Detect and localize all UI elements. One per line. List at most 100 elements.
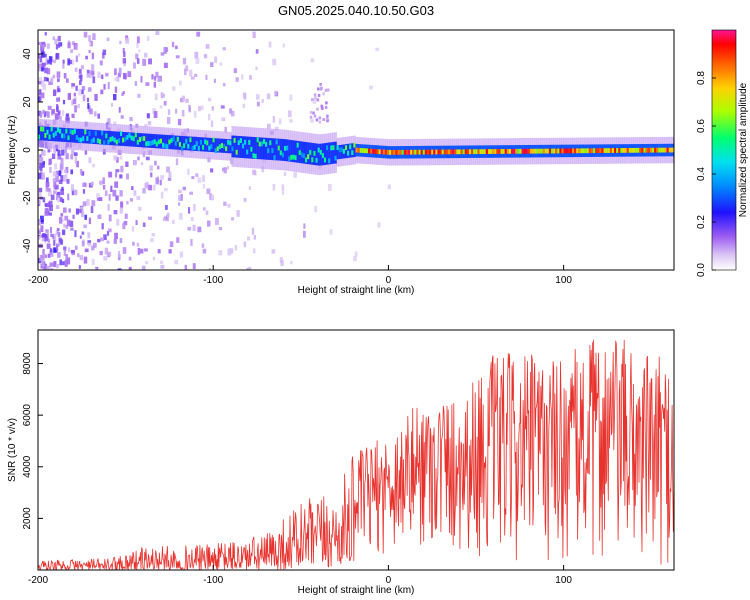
spectrogram-band-cell (410, 149, 413, 155)
spectrogram-signal-band (38, 118, 674, 176)
spectrogram-band-cell (624, 148, 628, 153)
spectrogram-noise-cell (313, 114, 317, 118)
spectrogram-band-cell (201, 137, 205, 152)
spectrogram-noise-cell (140, 248, 144, 254)
spectrogram-noise-cell (97, 238, 101, 243)
spectrogram-noise-cell (113, 210, 118, 215)
spectrogram-noise-cell (98, 197, 103, 202)
spectrogram-noise-cell (44, 254, 48, 258)
spectrogram-noise-cell (81, 269, 84, 270)
spectrogram-noise-cell (222, 82, 226, 87)
spectrogram-noise-cell (87, 232, 91, 239)
spectrogram-band-cell (42, 126, 45, 132)
spectrogram-band-cell (502, 149, 506, 154)
spectrogram-band-cell (544, 148, 548, 154)
spectrogram-noise-cell (274, 126, 279, 131)
spectrogram-noise-cell (147, 184, 151, 191)
spectrogram-noise-cell (77, 253, 80, 258)
spectrogram-band-cell (496, 149, 499, 154)
spectrogram-noise-cell (175, 45, 178, 50)
spectrogram-noise-cell (45, 203, 49, 208)
spectrogram-band-cell (237, 135, 241, 158)
spectrogram-band-cell (605, 148, 609, 153)
spectrogram-noise-cell (261, 166, 265, 173)
spectrogram-band-cell (292, 140, 295, 163)
spectrogram-band-cell (384, 149, 388, 155)
spectrogram-noise-cell (52, 36, 55, 41)
spectrogram-noise-cell (91, 163, 96, 168)
spectrogram-noise-cell (96, 197, 101, 201)
spectrogram-noise-cell (324, 106, 328, 110)
spectrogram-noise-cell (55, 243, 60, 247)
spectrogram-band-cell (105, 133, 108, 139)
spectrogram-band-cell (294, 155, 298, 161)
spectrogram-band-cell (336, 145, 340, 160)
spectrogram-noise-cell (45, 58, 49, 65)
spectrogram-noise-cell (106, 230, 110, 236)
spectrogram-noise-cell (70, 169, 74, 175)
spectrogram-noise-cell (63, 246, 67, 251)
spectrogram-noise-cell (103, 255, 108, 261)
spectrogram-noise-cell (281, 184, 285, 191)
spectrogram-band-cell (130, 135, 134, 141)
spectrogram-band-cell (113, 137, 117, 143)
spectrogram-noise-cell (103, 234, 107, 241)
spectrogram-band-cell (71, 128, 75, 143)
spectrogram-noise-cell (91, 64, 95, 72)
spectrogram-noise-cell (122, 58, 127, 64)
spectrogram-noise-cell (53, 190, 57, 195)
spectrogram-band-cell (290, 140, 293, 162)
spectrogram-band-cell (187, 143, 190, 149)
spectrogram-y-tick-label: 0 (22, 147, 33, 153)
spectrogram-band-cell (305, 157, 308, 163)
spectrogram-noise-cell (49, 204, 53, 212)
spectrogram-noise-cell (94, 268, 97, 270)
spectrogram-band-cell (334, 141, 338, 164)
spectrogram-noise-cell (136, 195, 141, 201)
spectrogram-noise-cell (193, 204, 196, 211)
spectrogram-noise-cell (154, 76, 157, 81)
spectrogram-band-cell (187, 136, 190, 151)
spectrogram-noise-cell (59, 239, 64, 245)
spectrogram-band-cell (258, 141, 262, 147)
spectrogram-noise-cell (249, 75, 252, 80)
spectrogram-band-cell (300, 141, 304, 164)
spectrogram-band-cell (183, 136, 186, 151)
spectrogram-band-cell (229, 139, 232, 154)
spectrogram-band-cell (548, 148, 552, 154)
spectrogram-band-cell (48, 134, 52, 140)
spectrogram-band-cell (513, 148, 516, 154)
spectrogram-band-cell (658, 147, 661, 153)
spectrogram-band-cell (275, 139, 279, 145)
spectrogram-noise-cell (156, 165, 160, 170)
spectrogram-band-cell (67, 128, 71, 143)
spectrogram-noise-cell (67, 58, 71, 66)
spectrogram-noise-cell (190, 76, 195, 80)
spectrogram-band-cell (477, 149, 481, 155)
spectrogram-noise-cell (41, 44, 45, 50)
spectrogram-band-cell (288, 139, 291, 162)
spectrogram-noise-cell (142, 58, 147, 66)
spectrogram-band-cell (239, 138, 243, 143)
spectrogram-noise-cell (152, 184, 156, 191)
spectrogram-band-cell (614, 148, 617, 153)
spectrogram-band-cell (405, 149, 409, 155)
spectrogram-noise-cell (133, 190, 137, 196)
spectrogram-noise-cell (79, 80, 82, 85)
spectrogram-noise-cell (47, 238, 50, 243)
spectrogram-band-cell (273, 138, 277, 161)
spectrogram-noise-cell (189, 69, 193, 77)
spectrogram-band-cell (586, 148, 590, 154)
spectrogram-band-cell (229, 140, 232, 146)
spectrogram-noise-cell (125, 161, 129, 167)
spectrogram-band-cell (119, 131, 123, 136)
spectrogram-band-cell (334, 155, 338, 161)
spectrogram-noise-cell (267, 123, 271, 129)
spectrogram-band-cell (639, 147, 642, 153)
spectrogram-band-cell (189, 136, 192, 151)
spectrogram-noise-cell (185, 65, 189, 72)
spectrogram-noise-cell (56, 194, 60, 199)
spectrogram-noise-cell (200, 105, 204, 110)
spectrogram-noise-cell (205, 44, 210, 49)
spectrogram-noise-cell (42, 268, 46, 270)
